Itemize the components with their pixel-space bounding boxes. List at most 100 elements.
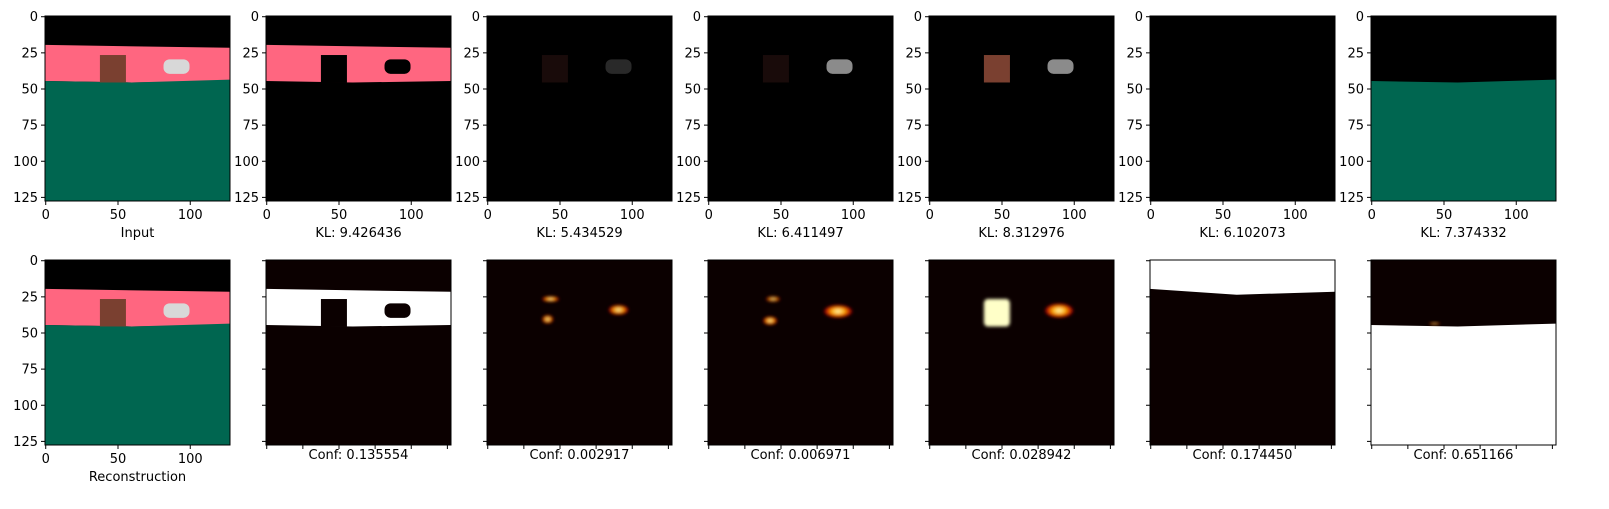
panel-frame xyxy=(44,15,231,202)
panel-caption: KL: 6.102073 xyxy=(1199,226,1285,241)
y-tick-label: 75 xyxy=(1126,119,1143,134)
y-tick-label: 100 xyxy=(897,155,922,170)
image-background xyxy=(487,16,672,201)
floor-region xyxy=(45,323,230,445)
panel-frame xyxy=(1149,15,1336,202)
panel-1-6: Conf: 0.651166 xyxy=(1367,259,1557,463)
panel-caption: Input xyxy=(121,226,155,241)
panel-0-2: 0 50 100 0 25 50 75 100 125 KL: 5.434529 xyxy=(455,10,673,241)
y-tick-label: 125 xyxy=(13,435,38,450)
panel-0-1: 0 50 100 0 25 50 75 100 125 KL: 9.426436 xyxy=(234,10,452,241)
mask-background xyxy=(929,260,1114,445)
panel-0-3: 0 50 100 0 25 50 75 100 125 KL: 6.411497 xyxy=(676,10,894,241)
y-tick-label: 125 xyxy=(676,191,701,206)
panel-0-0: 0 50 100 0 25 50 75 100 125 Input xyxy=(13,10,231,241)
y-tick-label: 0 xyxy=(1356,10,1364,25)
y-tick-label: 0 xyxy=(472,10,480,25)
panel-frame xyxy=(486,15,673,202)
y-tick-label: 0 xyxy=(914,10,922,25)
x-tick-label: 50 xyxy=(110,208,127,223)
car-object xyxy=(1047,59,1074,74)
y-tick-label: 50 xyxy=(463,82,480,97)
y-tick-label: 125 xyxy=(897,191,922,206)
heat-spot xyxy=(1044,303,1074,318)
y-tick-label: 100 xyxy=(13,155,38,170)
cube-object xyxy=(762,55,789,83)
y-tick-label: 50 xyxy=(1126,82,1143,97)
x-tick-label: 100 xyxy=(620,208,645,223)
x-tick-label: 50 xyxy=(773,208,790,223)
panel-frame xyxy=(1149,259,1336,446)
car-object xyxy=(163,303,190,318)
panel-1-3: Conf: 0.006971 xyxy=(704,259,894,463)
wall-region xyxy=(266,44,451,83)
mask-background xyxy=(266,260,451,445)
y-tick-label: 75 xyxy=(1347,119,1364,134)
heat-spot xyxy=(823,304,853,318)
y-tick-label: 50 xyxy=(242,82,259,97)
y-tick-label: 100 xyxy=(13,399,38,414)
cube-object xyxy=(320,55,347,83)
y-tick-label: 0 xyxy=(30,254,38,269)
cube-mask xyxy=(983,299,1010,327)
panel-caption: Conf: 0.135554 xyxy=(309,448,409,463)
heat-spot xyxy=(608,304,629,315)
cube-object xyxy=(99,299,126,327)
panel-caption: KL: 5.434529 xyxy=(536,226,622,241)
y-tick-label: 25 xyxy=(242,46,259,61)
panel-0-5: 0 50 100 0 25 50 75 100 125 KL: 6.102073 xyxy=(1118,10,1336,241)
x-tick-label: 0 xyxy=(1147,208,1155,223)
panel-caption: Conf: 0.006971 xyxy=(751,448,851,463)
panel-1-2: Conf: 0.002917 xyxy=(483,259,673,463)
heat-spot xyxy=(541,314,554,324)
y-tick-label: 50 xyxy=(21,82,38,97)
x-tick-label: 0 xyxy=(42,208,50,223)
x-tick-label: 100 xyxy=(399,208,424,223)
panel-1-1: Conf: 0.135554 xyxy=(262,259,452,463)
y-tick-label: 0 xyxy=(30,10,38,25)
y-tick-label: 25 xyxy=(905,46,922,61)
car-object xyxy=(826,59,853,74)
x-tick-label: 100 xyxy=(178,208,203,223)
x-tick-label: 100 xyxy=(841,208,866,223)
panel-0-4: 0 50 100 0 25 50 75 100 125 KL: 8.312976 xyxy=(897,10,1115,241)
cube-hole xyxy=(320,299,347,327)
x-tick-label: 0 xyxy=(484,208,492,223)
x-tick-label: 0 xyxy=(926,208,934,223)
panel-0-6: 0 50 100 0 25 50 75 100 125 KL: 7.374332 xyxy=(1339,10,1557,241)
y-tick-label: 25 xyxy=(1347,46,1364,61)
mask-background xyxy=(708,260,893,445)
panel-frame xyxy=(265,259,452,446)
panel-frame xyxy=(265,15,452,202)
sky-mask xyxy=(1150,260,1335,295)
y-tick-label: 75 xyxy=(21,119,38,134)
y-tick-label: 125 xyxy=(1339,191,1364,206)
y-tick-label: 75 xyxy=(21,363,38,378)
image-background xyxy=(708,16,893,201)
mask-background xyxy=(487,260,672,445)
x-tick-label: 0 xyxy=(1368,208,1376,223)
panel-caption: Reconstruction xyxy=(89,470,186,485)
y-tick-label: 50 xyxy=(21,326,38,341)
cube-object xyxy=(99,55,126,83)
panel-1-5: Conf: 0.174450 xyxy=(1146,259,1336,463)
panel-caption: Conf: 0.028942 xyxy=(972,448,1072,463)
y-tick-label: 50 xyxy=(905,82,922,97)
x-tick-label: 100 xyxy=(1283,208,1308,223)
y-tick-label: 100 xyxy=(676,155,701,170)
panel-frame xyxy=(707,15,894,202)
wall-mask xyxy=(266,288,451,327)
heat-spot xyxy=(1428,322,1441,326)
y-tick-label: 125 xyxy=(1118,191,1143,206)
y-tick-label: 75 xyxy=(684,119,701,134)
x-tick-label: 0 xyxy=(705,208,713,223)
y-tick-label: 125 xyxy=(13,191,38,206)
x-tick-label: 0 xyxy=(263,208,271,223)
y-tick-label: 75 xyxy=(463,119,480,134)
y-tick-label: 125 xyxy=(455,191,480,206)
floor-region xyxy=(1371,79,1556,201)
car-object xyxy=(384,59,411,74)
y-tick-label: 100 xyxy=(455,155,480,170)
car-object xyxy=(163,59,190,74)
